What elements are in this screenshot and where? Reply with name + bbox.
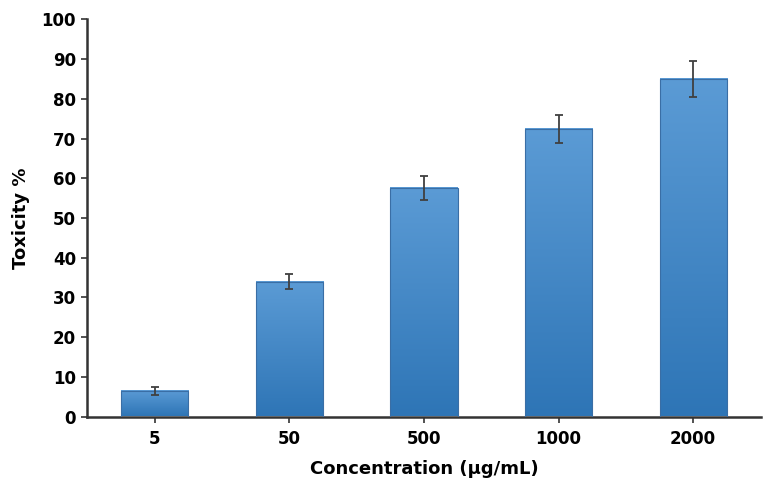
X-axis label: Concentration (μg/mL): Concentration (μg/mL)	[309, 460, 538, 477]
Bar	[659, 79, 727, 416]
Bar	[256, 282, 323, 416]
Y-axis label: Toxicity %: Toxicity %	[12, 167, 30, 269]
Bar	[121, 391, 188, 416]
Bar	[390, 188, 458, 416]
Bar	[525, 129, 592, 416]
